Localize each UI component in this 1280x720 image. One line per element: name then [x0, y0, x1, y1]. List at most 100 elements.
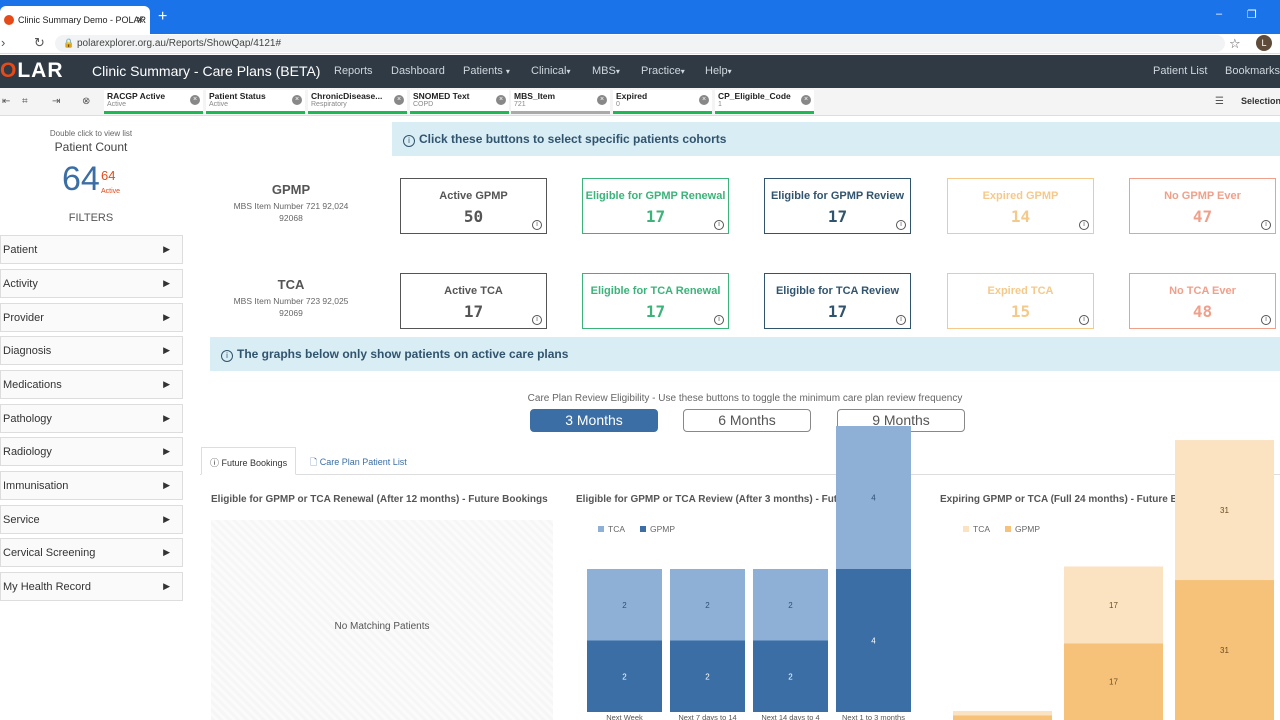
remove-chip-icon[interactable]: ×	[597, 95, 607, 105]
chip-mbs-item[interactable]: MBS_Item 721 ×	[511, 90, 610, 114]
filter-pathology[interactable]: Pathology ▶	[0, 404, 183, 433]
filter-medications[interactable]: Medications ▶	[0, 370, 183, 399]
app-header: OLAR Clinic Summary - Care Plans (BETA) …	[0, 55, 1280, 88]
legend-label-tca: TCA	[608, 524, 625, 534]
chip-cp-eligible-code[interactable]: CP_Eligible_Code 1 ×	[715, 90, 814, 114]
new-tab-icon[interactable]: +	[158, 8, 168, 25]
remove-chip-icon[interactable]: ×	[292, 95, 302, 105]
step-forward-icon[interactable]: ⇥	[52, 96, 61, 107]
6-months-button[interactable]: 6 Months	[683, 409, 811, 432]
filter-chip-bar: ⇤ ⌗ ⇥ ⊗ RACGP Active Active × Patient Sta…	[0, 88, 1280, 116]
remove-chip-icon[interactable]: ×	[190, 95, 200, 105]
tab-future-bookings[interactable]: ⓘ Future Bookings	[201, 447, 297, 475]
clear-selections-icon[interactable]: ⊗	[82, 96, 91, 107]
filter-patient[interactable]: Patient ▶	[0, 235, 183, 264]
bar-tca	[753, 569, 828, 641]
caret-down-icon: ▾	[505, 67, 510, 76]
minimize-icon[interactable]: –	[1216, 8, 1223, 20]
chip-patient-status[interactable]: Patient Status Active ×	[206, 90, 305, 114]
data-label-gpmp: 2	[705, 672, 710, 681]
filter-immunisation[interactable]: Immunisation ▶	[0, 471, 183, 500]
expired-gpmp-card[interactable]: Expired GPMP 14 i	[947, 178, 1094, 234]
data-label-gpmp: 2	[788, 672, 793, 681]
nav-practice[interactable]: Practice▾	[641, 65, 685, 77]
reload-icon[interactable]: ↻	[34, 35, 45, 50]
tab-care-plan-patient-list[interactable]: 🗋 Care Plan Patient List	[310, 457, 407, 467]
legend-label-gpmp: GPMP	[650, 524, 675, 534]
nav-help[interactable]: Help▾	[705, 65, 732, 77]
no-tca-ever-card[interactable]: No TCA Ever 48 i	[1129, 273, 1276, 329]
filter-service[interactable]: Service ▶	[0, 505, 183, 534]
review-eligibility-title: Care Plan Review Eligibility - Use these…	[527, 393, 963, 404]
nav-dashboard[interactable]: Dashboard	[391, 65, 445, 77]
nav-patients[interactable]: Patients ▾	[463, 65, 510, 77]
remove-chip-icon[interactable]: ×	[394, 95, 404, 105]
filter-provider[interactable]: Provider ▶	[0, 303, 183, 332]
active-count-value[interactable]: 64	[101, 168, 116, 183]
browser-tab[interactable]: Clinic Summary Demo - POLAR ×	[0, 6, 150, 34]
remove-chip-icon[interactable]: ×	[496, 95, 506, 105]
filter-cervical-screening[interactable]: Cervical Screening ▶	[0, 538, 183, 567]
selections-button[interactable]: Selection	[1241, 96, 1280, 106]
info-icon: ⓘ	[210, 458, 220, 468]
nav-clinical[interactable]: Clinical▾	[531, 65, 571, 77]
nav-patient-list[interactable]: Patient List	[1153, 65, 1208, 77]
nav-bookmarks[interactable]: Bookmarks	[1225, 65, 1280, 77]
url-field[interactable]: 🔒 polarexplorer.org.au/Reports/ShowQap/4…	[55, 35, 1225, 52]
expiring-chart-title: Expiring GPMP or TCA (Full 24 months) - …	[940, 494, 1217, 505]
data-label-tca: 17	[1109, 601, 1118, 610]
double-click-hint: Double click to view list	[49, 129, 133, 138]
info-icon: i	[532, 220, 542, 230]
data-label-tca: 2	[705, 601, 710, 610]
filter-diagnosis[interactable]: Diagnosis ▶	[0, 336, 183, 365]
chip-racgp-active[interactable]: RACGP Active Active ×	[104, 90, 203, 114]
lasso-icon[interactable]: ⌗	[22, 96, 28, 107]
nav-reports[interactable]: Reports	[334, 65, 373, 77]
info-icon: i	[896, 220, 906, 230]
polar-logo[interactable]: OLAR	[0, 59, 64, 82]
data-label-tca: 2	[788, 601, 793, 610]
data-label-gpmp: 2	[622, 672, 627, 681]
chip-chronic-disease[interactable]: ChronicDisease... Respiratory ×	[308, 90, 407, 114]
bar-tca	[1175, 440, 1274, 581]
forward-icon[interactable]: ›	[1, 35, 6, 50]
active-gpmp-card[interactable]: Active GPMP 50 i	[400, 178, 547, 234]
no-matching-patients-text: No Matching Patients	[334, 621, 430, 632]
chip-snomed-text[interactable]: SNOMED Text COPD ×	[410, 90, 509, 114]
info-icon: i	[403, 135, 415, 147]
expired-tca-card[interactable]: Expired TCA 15 i	[947, 273, 1094, 329]
patient-count-value[interactable]: 64	[62, 160, 100, 198]
legend-swatch-tca	[963, 526, 969, 532]
remove-chip-icon[interactable]: ×	[801, 95, 811, 105]
data-label-tca: 4	[871, 494, 876, 503]
gpmp-review-card[interactable]: Eligible for GPMP Review 17 i	[764, 178, 911, 234]
3-months-button[interactable]: 3 Months	[530, 409, 658, 432]
remove-chip-icon[interactable]: ×	[699, 95, 709, 105]
tca-renewal-card[interactable]: Eligible for TCA Renewal 17 i	[582, 273, 729, 329]
bookmark-star-icon[interactable]: ☆	[1229, 36, 1241, 51]
close-tab-icon[interactable]: ×	[136, 12, 144, 27]
filter-activity[interactable]: Activity ▶	[0, 269, 183, 298]
gpmp-renewal-card[interactable]: Eligible for GPMP Renewal 17 i	[582, 178, 729, 234]
selection-list-icon[interactable]: ☰	[1215, 96, 1224, 107]
bookings-tabs: ⓘ Future Bookings 🗋 Care Plan Patient Li…	[200, 447, 1280, 475]
filter-radiology[interactable]: Radiology ▶	[0, 437, 183, 466]
expand-arrow-icon: ▶	[163, 514, 170, 524]
filter-my-health-record[interactable]: My Health Record ▶	[0, 572, 183, 601]
browser-tabbar: Clinic Summary Demo - POLAR × + – ❐	[0, 0, 1280, 34]
info-icon: i	[1079, 315, 1089, 325]
chip-expired[interactable]: Expired 0 ×	[613, 90, 712, 114]
tca-review-card[interactable]: Eligible for TCA Review 17 i	[764, 273, 911, 329]
tca-row-label: TCA MBS Item Number 723 92,025 92069	[233, 277, 349, 318]
bar-gpmp	[587, 640, 662, 712]
profile-avatar[interactable]: L	[1256, 35, 1272, 51]
step-back-icon[interactable]: ⇤	[2, 96, 11, 107]
restore-icon[interactable]: ❐	[1247, 9, 1257, 21]
active-count-label: Active	[101, 188, 121, 195]
bar-gpmp	[753, 640, 828, 712]
no-gpmp-ever-card[interactable]: No GPMP Ever 47 i	[1129, 178, 1276, 234]
active-tca-card[interactable]: Active TCA 17 i	[400, 273, 547, 329]
bar-tca	[1064, 566, 1163, 644]
nav-mbs[interactable]: MBS▾	[592, 65, 620, 77]
